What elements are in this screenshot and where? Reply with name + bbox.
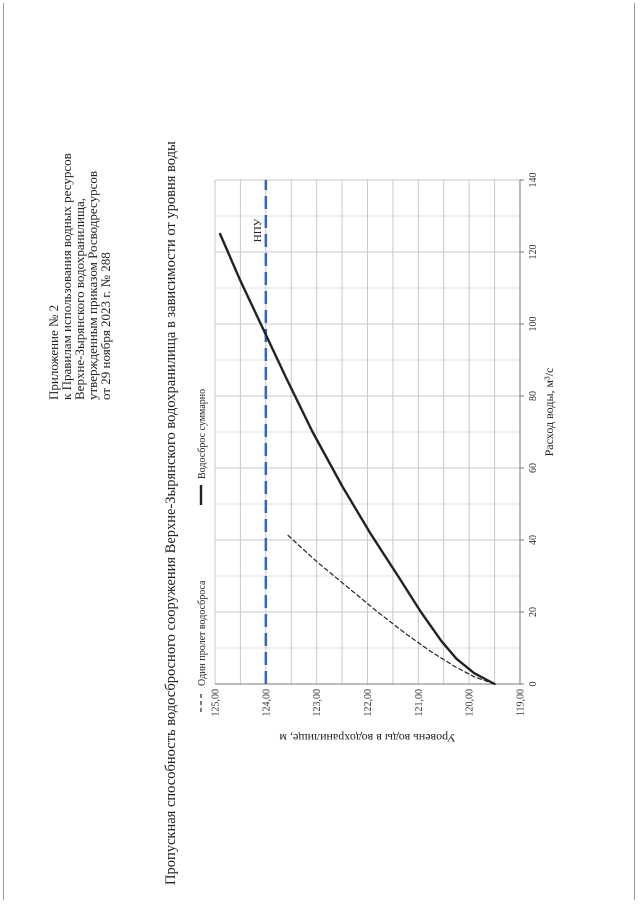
y-tick-label: 122,00	[363, 689, 374, 717]
y-tick-label: 123,00	[312, 689, 323, 717]
y-tick-label: 125,00	[211, 689, 222, 717]
y-tick-label: 121,00	[414, 689, 425, 717]
series-line-total	[218, 232, 496, 686]
y-axis-label: Уровень воды в водохранилище, м	[279, 731, 456, 745]
npu-label: НПУ	[252, 218, 264, 242]
y-tick-label: 124,00	[261, 689, 272, 717]
legend-label: Водосброс суммарно	[197, 389, 208, 479]
x-tick-label: 140	[528, 173, 539, 188]
x-tick-label: 120	[528, 245, 539, 260]
x-tick-label: 80	[528, 391, 539, 401]
y-tick-label: 119,00	[516, 689, 527, 716]
x-tick-label: 100	[528, 317, 539, 332]
x-tick-label: 40	[528, 535, 539, 545]
x-axis-label: Расход воды, м³/с	[542, 368, 556, 457]
legend-label: Один пролет водосброса	[197, 580, 208, 686]
page-border	[3, 3, 635, 900]
x-tick-label: 60	[528, 463, 539, 473]
x-tick-label: 20	[528, 607, 539, 617]
series-line-single-span	[286, 534, 496, 685]
x-tick-label: 0	[528, 682, 539, 687]
y-tick-label: 120,00	[465, 689, 476, 717]
